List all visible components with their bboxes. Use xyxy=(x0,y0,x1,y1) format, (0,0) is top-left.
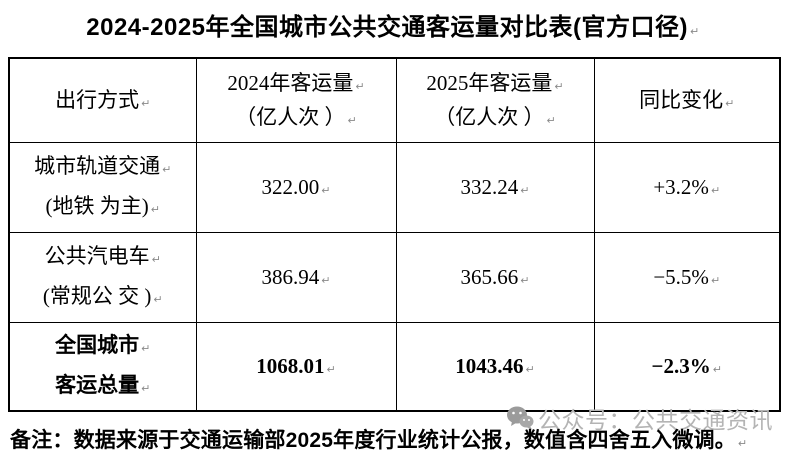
cell-value: 332.24 xyxy=(460,174,519,199)
cell-rail-2025-value: 332.24 ↵ xyxy=(395,141,595,233)
footer-note: 备注：数据来源于交通运输部2025年度行业统计公报，数值含四舍五入微调。 ↵ xyxy=(10,424,747,454)
cell-mode-bus: 公共汽电车 ↵ (常规公 交 ) ↵ xyxy=(8,231,197,323)
header-text: 2024年客运量 xyxy=(227,71,354,96)
paragraph-mark-icon: ↵ xyxy=(690,25,700,38)
cell-value: +3.2% xyxy=(653,174,709,199)
cell-rail-yoy-change: +3.2% ↵ xyxy=(593,141,781,233)
page-title: 2024-2025年全国城市公共交通客运量对比表(官方口径) ↵ xyxy=(0,7,786,42)
header-text: （亿人次 ） xyxy=(434,105,545,130)
header-cell-2025-volume: 2025年客运量 ↵ （亿人次 ） ↵ xyxy=(395,57,595,143)
footer-note-text: 备注：数据来源于交通运输部2025年度行业统计公报，数值含四舍五入微调。 xyxy=(10,429,736,452)
paragraph-mark-icon: ↵ xyxy=(151,253,161,267)
paragraph-mark-icon: ↵ xyxy=(150,203,160,216)
header-text: 出行方式 xyxy=(55,88,140,113)
paragraph-mark-icon: ↵ xyxy=(710,273,721,287)
cell-value: 1068.01 xyxy=(256,354,325,379)
cell-mode-urban-rail: 城市轨道交通 ↵ (地铁 为主) ↵ xyxy=(8,141,197,233)
paragraph-mark-icon: ↵ xyxy=(141,382,151,396)
paragraph-mark-icon: ↵ xyxy=(153,293,163,306)
header-cell-2024-volume: 2024年客运量 ↵ （亿人次 ） ↵ xyxy=(195,57,397,143)
cell-value: 386.94 xyxy=(261,264,320,289)
paragraph-mark-icon: ↵ xyxy=(725,97,735,111)
cell-text: 全国城市 xyxy=(55,333,140,358)
table-header-row: 出行方式 ↵ 2024年客运量 ↵ （亿人次 ） ↵ 2025年客运量 ↵ （亿人次 ）… xyxy=(8,57,781,143)
cell-text: 客运总量 xyxy=(55,373,140,398)
page-title-text: 2024-2025年全国城市公共交通客运量对比表(官方口径) xyxy=(86,14,689,41)
header-text: 同比变化 xyxy=(639,88,724,113)
cell-value: −5.5% xyxy=(653,264,709,289)
cell-text: 公共汽电车 xyxy=(44,244,150,269)
cell-bus-yoy-change: −5.5% ↵ xyxy=(593,231,781,323)
cell-text: (地铁 为主) xyxy=(45,194,149,218)
table-row-national-total: 全国城市 ↵ 客运总量 ↵ 1068.01 ↵ 1043.46 ↵ −2.3% ↵ xyxy=(8,321,781,412)
paragraph-mark-icon: ↵ xyxy=(347,114,357,128)
cell-value: 1043.46 xyxy=(455,354,524,379)
cell-bus-2025-value: 365.66 ↵ xyxy=(395,231,595,323)
header-cell-yoy-change: 同比变化 ↵ xyxy=(593,57,781,143)
cell-total-2024-value: 1068.01 ↵ xyxy=(195,321,397,412)
cell-value: 365.66 xyxy=(460,264,519,289)
cell-value: 322.00 xyxy=(261,174,320,199)
cell-value: −2.3% xyxy=(651,354,711,379)
paragraph-mark-icon: ↵ xyxy=(737,437,748,450)
paragraph-mark-icon: ↵ xyxy=(162,163,172,177)
wechat-watermark: 公众号：公共交通资讯 xyxy=(506,401,773,435)
cell-total-yoy-change: −2.3% ↵ xyxy=(593,321,781,412)
table-row-urban-rail: 城市轨道交通 ↵ (地铁 为主) ↵ 322.00 ↵ 332.24 ↵ +3.2% ↵ xyxy=(8,141,781,233)
table-row-bus: 公共汽电车 ↵ (常规公 交 ) ↵ 386.94 ↵ 365.66 ↵ −5.5% ↵ xyxy=(8,231,781,323)
paragraph-mark-icon: ↵ xyxy=(712,363,722,377)
header-text: （亿人次 ） xyxy=(235,105,346,130)
paragraph-mark-icon: ↵ xyxy=(525,363,535,377)
paragraph-mark-icon: ↵ xyxy=(326,363,336,377)
paragraph-mark-icon: ↵ xyxy=(355,80,365,94)
cell-text: 城市轨道交通 xyxy=(34,154,161,179)
cell-bus-2024-value: 386.94 ↵ xyxy=(195,231,397,323)
paragraph-mark-icon: ↵ xyxy=(546,114,556,128)
paragraph-mark-icon: ↵ xyxy=(141,342,151,356)
cell-mode-national-total: 全国城市 ↵ 客运总量 ↵ xyxy=(8,321,197,412)
paragraph-mark-icon: ↵ xyxy=(520,183,530,197)
paragraph-mark-icon: ↵ xyxy=(520,273,530,287)
transit-table-container: 出行方式 ↵ 2024年客运量 ↵ （亿人次 ） ↵ 2025年客运量 ↵ （亿人次 ）… xyxy=(8,57,781,412)
paragraph-mark-icon: ↵ xyxy=(141,97,151,111)
paragraph-mark-icon: ↵ xyxy=(321,183,331,197)
cell-rail-2024-value: 322.00 ↵ xyxy=(195,141,397,233)
transit-comparison-table: 出行方式 ↵ 2024年客运量 ↵ （亿人次 ） ↵ 2025年客运量 ↵ （亿人次 ）… xyxy=(8,57,781,412)
paragraph-mark-icon: ↵ xyxy=(554,80,564,94)
paragraph-mark-icon: ↵ xyxy=(321,273,331,287)
header-cell-travel-mode: 出行方式 ↵ xyxy=(8,57,197,143)
header-text: 2025年客运量 xyxy=(426,71,553,96)
wechat-icon xyxy=(507,406,534,430)
cell-total-2025-value: 1043.46 ↵ xyxy=(395,321,595,412)
watermark-text: 公众号：公共交通资讯 xyxy=(538,407,773,433)
paragraph-mark-icon: ↵ xyxy=(710,183,721,197)
cell-text: (常规公 交 ) xyxy=(42,284,152,308)
